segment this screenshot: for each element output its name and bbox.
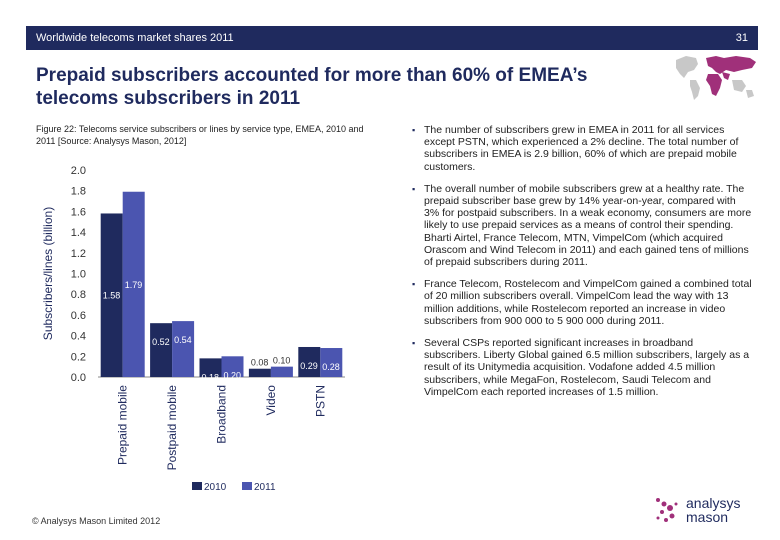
bar-2011-prepaid-mobile	[122, 191, 145, 377]
header-bar: Worldwide telecoms market shares 2011 31	[26, 26, 758, 50]
legend-swatch-2010	[192, 482, 202, 490]
data-label: 0.08	[251, 358, 269, 368]
y-tick-label: 1.4	[71, 227, 86, 239]
bullet-item: ▪ The number of subscribers grew in EMEA …	[412, 124, 752, 173]
legend-label-2010: 2010	[204, 482, 227, 493]
bullet-text: The overall number of mobile subscribers…	[424, 182, 752, 269]
header-title: Worldwide telecoms market shares 2011	[36, 32, 234, 44]
logo-text-line2: mason	[686, 509, 729, 525]
page-headline: Prepaid subscribers accounted for more t…	[36, 65, 588, 109]
bullet-text: The number of subscribers grew in EMEA i…	[424, 124, 739, 173]
bullet-list: ▪ The number of subscribers grew in EMEA …	[412, 124, 752, 408]
figure-caption: Figure 22: Telecoms service subscribers …	[36, 124, 364, 146]
x-category-label: PSTN	[313, 385, 327, 417]
data-label: 1.58	[103, 291, 121, 301]
bullet-marker-icon: ▪	[412, 279, 416, 290]
bullet-text: France Telecom, Rostelecom and VimpelCom…	[424, 278, 752, 327]
data-label: 0.20	[224, 370, 242, 380]
bar-2010-video	[248, 368, 271, 377]
bar-2010-prepaid-mobile	[100, 213, 123, 377]
y-tick-label: 0.2	[71, 351, 86, 363]
copyright-footer: © Analysys Mason Limited 2012	[32, 516, 161, 526]
subscribers-bar-chart: Subscribers/lines (billion) 0.0 0.2 0.4 0.6 0…	[41, 165, 345, 493]
bullet-text: Several CSPs reported significant increa…	[424, 337, 750, 398]
legend-swatch-2011	[242, 482, 252, 490]
data-label: 0.18	[202, 372, 220, 382]
y-tick-label: 1.6	[71, 206, 86, 218]
bar-2011-pstn	[320, 348, 343, 377]
x-category-label: Postpaid mobile	[165, 385, 179, 471]
x-category-label: Broadband	[215, 385, 229, 444]
bullet-item: ▪ Several CSPs reported significant incre…	[412, 337, 752, 398]
y-tick-label: 1.8	[71, 186, 86, 198]
y-axis-label: Subscribers/lines (billion)	[41, 207, 55, 340]
logo-dots-icon	[656, 498, 678, 522]
bullet-item: ▪ The overall number of mobile subscriber…	[412, 183, 752, 268]
data-label: 0.54	[174, 335, 192, 345]
bar-2010-pstn	[298, 346, 321, 377]
bar-2011-broadband	[221, 356, 244, 377]
y-tick-label: 0.4	[71, 331, 86, 343]
logo-text-line1: analysys	[686, 495, 741, 511]
bar-2010-broadband	[199, 358, 222, 377]
data-label: 0.29	[300, 361, 318, 371]
y-tick-label: 0.6	[71, 310, 86, 322]
x-category-label: Prepaid mobile	[116, 385, 130, 465]
company-logo: analysys mason	[650, 494, 760, 530]
y-tick-label: 1.2	[71, 248, 86, 260]
bar-2011-postpaid-mobile	[172, 321, 195, 377]
x-category-label: Video	[264, 385, 278, 416]
bullet-marker-icon: ▪	[412, 183, 416, 194]
y-tick-label: 0.0	[71, 372, 86, 384]
bar-2010-postpaid-mobile	[150, 323, 173, 377]
bullet-marker-icon: ▪	[412, 125, 416, 135]
data-label: 1.79	[125, 280, 143, 290]
y-tick-label: 1.0	[71, 269, 86, 281]
legend-label-2011: 2011	[254, 482, 276, 493]
bullet-marker-icon: ▪	[412, 338, 416, 349]
data-label: 0.52	[152, 337, 170, 347]
y-tick-label: 2.0	[71, 165, 86, 177]
data-label: 0.10	[273, 356, 291, 366]
data-label: 0.28	[322, 362, 340, 372]
bar-2011-video	[270, 366, 293, 377]
page-number: 31	[735, 32, 748, 44]
y-tick-label: 0.8	[71, 289, 86, 301]
bullet-item: ▪ France Telecom, Rostelecom and VimpelCo…	[412, 278, 752, 327]
world-map-icon	[676, 56, 756, 100]
